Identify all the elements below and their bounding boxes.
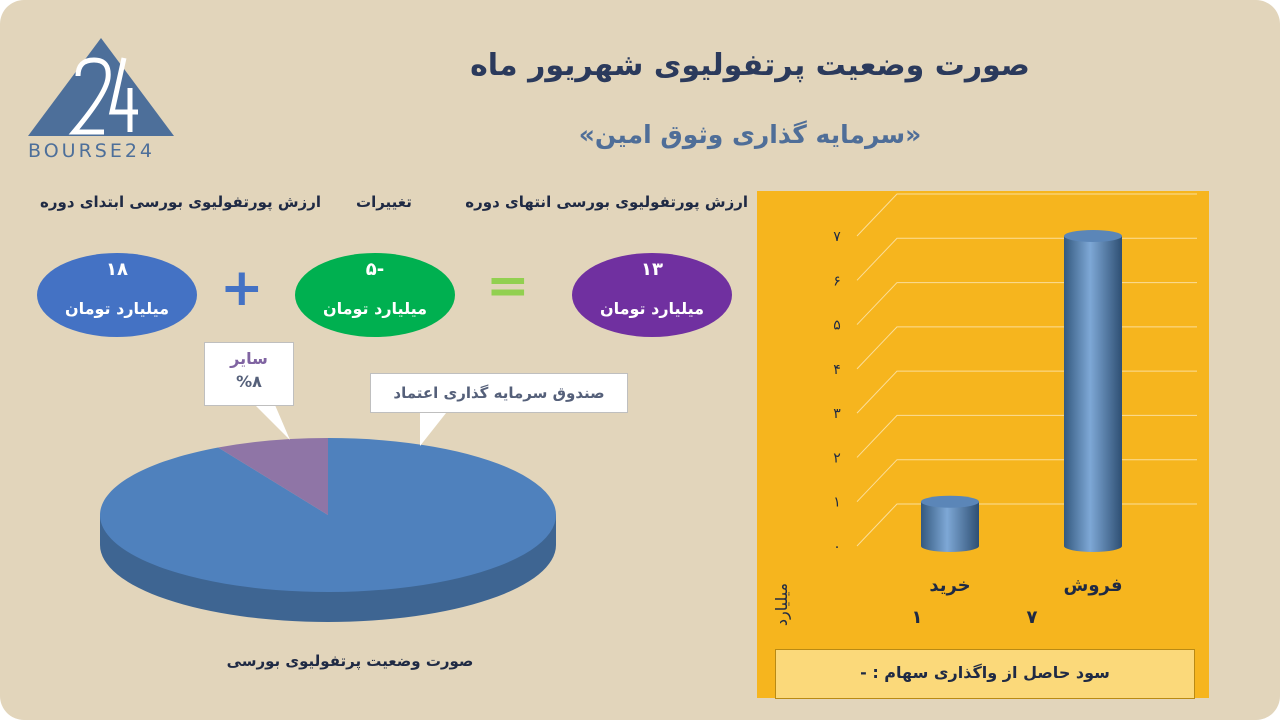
gridline [856, 503, 1197, 547]
y-tick-label: ۴ [833, 362, 841, 378]
bar-chart: ۰ ۱ ۲ ۳ ۴ ۵ ۶ ۷ فروش ۷ خرید ۱ میلیارد تومان [772, 193, 1197, 631]
gridline [856, 370, 1197, 414]
grid-layer [856, 193, 1197, 547]
callout-fund: صندوق سرمایه گذاری اعتماد [370, 373, 628, 413]
y-tick-label: ۲ [833, 450, 841, 466]
gridline [856, 193, 1197, 237]
header-changes: تغییرات [356, 193, 412, 211]
gridline [856, 459, 1197, 503]
callout-other-percent: %۸ [236, 372, 262, 391]
end-value-number: ۱۳ [641, 259, 663, 280]
value-label: ۱ [912, 607, 923, 628]
change-oval: -۵ میلیارد تومان [295, 253, 455, 337]
bar-body [1064, 236, 1122, 552]
bar-chart-panel [757, 191, 1209, 698]
y-tick-label: ۵ [833, 318, 841, 334]
start-value-number: ۱۸ [106, 259, 128, 280]
bar-0 [1064, 230, 1122, 552]
y-tick-label: ۰ [833, 539, 841, 555]
gridline [856, 326, 1197, 370]
gridline [856, 414, 1197, 458]
callout-fund-pointer [420, 408, 450, 446]
logo-text: BOURSE24 [28, 140, 156, 162]
callout-other-label: سایر [230, 349, 268, 368]
gridline [856, 237, 1197, 281]
gridline [856, 282, 1197, 325]
tick-layer: ۰ ۱ ۲ ۳ ۴ ۵ ۶ ۷ [833, 229, 841, 555]
y-tick-label: ۶ [833, 273, 841, 289]
end-value-unit: میلیارد تومان [599, 299, 705, 318]
category-layer: فروش ۷ خرید ۱ [912, 575, 1123, 628]
bar-1 [921, 495, 979, 552]
bar-layer [921, 230, 1122, 552]
pie-chart [99, 438, 556, 622]
change-number: -۵ [365, 259, 385, 280]
logo-triangle [28, 38, 174, 136]
y-axis-label: میلیارد تومان [772, 583, 792, 631]
y-tick-label: ۷ [833, 229, 841, 245]
bourse24-logo [28, 38, 174, 136]
page-title: صورت وضعیت پرتفولیوی شهریور ماه [470, 48, 1030, 83]
y-tick-label: ۱ [833, 495, 841, 511]
pie-caption: صورت وضعیت پرتفولیوی بورسی [226, 652, 474, 670]
pie-slice-other [218, 438, 328, 515]
y-tick-label: ۳ [833, 406, 841, 422]
callout-other: سایر %۸ [204, 342, 294, 406]
logo-digit-4 [108, 57, 138, 132]
value-label: ۷ [1027, 607, 1038, 628]
logo-digit-2 [68, 57, 111, 135]
bar-cap [921, 495, 979, 508]
callout-other-pointer [248, 398, 290, 440]
change-unit: میلیارد تومان [322, 299, 428, 318]
plus-sign: + [220, 258, 264, 318]
start-value-unit: میلیارد تومان [64, 299, 170, 318]
profit-box: سود حاصل از واگذاری سهام : - [775, 649, 1195, 699]
start-value-oval: ۱۸ میلیارد تومان [37, 253, 197, 337]
page-subtitle: «سرمایه گذاری وثوق امین» [578, 120, 922, 149]
header-start-value: ارزش پورتفولیوی بورسی ابتدای دوره [40, 193, 321, 211]
header-end-value: ارزش پورتفولیوی بورسی انتهای دوره [465, 193, 748, 211]
bar-cap [1064, 230, 1122, 242]
category-label: خرید [929, 575, 970, 596]
end-value-oval: ۱۳ میلیارد تومان [572, 253, 732, 337]
bar-body [921, 501, 979, 552]
category-label: فروش [1063, 575, 1122, 596]
equals-sign: = [486, 256, 530, 316]
